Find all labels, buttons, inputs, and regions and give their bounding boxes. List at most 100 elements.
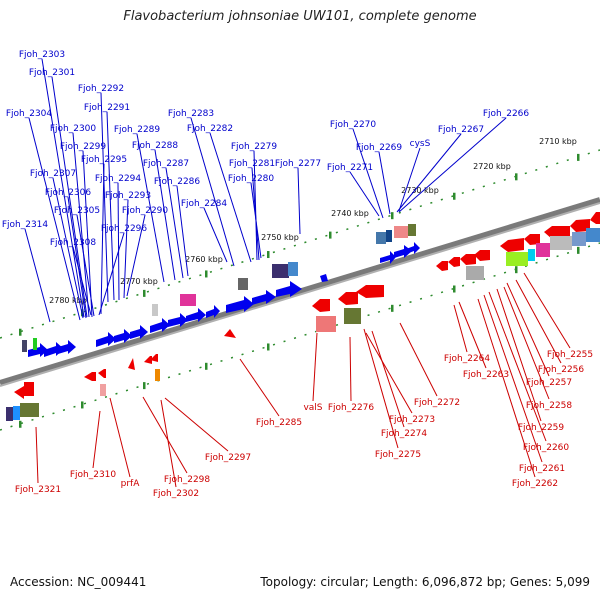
gene-arrow[interactable] bbox=[206, 305, 220, 318]
forward-gene-label[interactable]: Fjoh_2299 bbox=[60, 142, 107, 152]
gene-arrow[interactable] bbox=[570, 219, 590, 232]
gene-arrow[interactable] bbox=[338, 292, 358, 305]
reverse-gene-label[interactable]: Fjoh_2274 bbox=[381, 429, 428, 439]
forward-gene-label[interactable]: Fjoh_2271 bbox=[327, 163, 373, 173]
forward-gene-label[interactable]: Fjoh_2269 bbox=[356, 143, 403, 153]
gene-arrow[interactable] bbox=[436, 261, 448, 271]
gene-arrow[interactable] bbox=[460, 254, 476, 265]
forward-gene-label[interactable]: Fjoh_2266 bbox=[483, 109, 530, 119]
gene-arrow[interactable] bbox=[14, 382, 34, 399]
forward-gene-label[interactable]: Fjoh_2286 bbox=[154, 177, 201, 187]
forward-gene-label[interactable]: Fjoh_2294 bbox=[95, 174, 142, 184]
forward-gene-label[interactable]: Fjoh_2307 bbox=[30, 169, 76, 179]
gene-arrow[interactable] bbox=[150, 318, 170, 333]
forward-gene-label[interactable]: cysS bbox=[410, 139, 431, 149]
reverse-gene-label[interactable]: prfA bbox=[121, 479, 141, 489]
scale-tick bbox=[267, 343, 270, 351]
reverse-gene-label[interactable]: Fjoh_2302 bbox=[153, 489, 199, 499]
gene-arrow[interactable] bbox=[150, 354, 158, 362]
forward-gene-label[interactable]: Fjoh_2287 bbox=[143, 159, 189, 169]
gene-arrow[interactable] bbox=[406, 242, 420, 254]
forward-gene-label[interactable]: Fjoh_2283 bbox=[168, 109, 214, 119]
reverse-gene-label[interactable]: valS bbox=[303, 403, 322, 413]
gene-arrow[interactable] bbox=[28, 343, 48, 357]
gene-arrow[interactable] bbox=[380, 251, 396, 264]
reverse-gene-label[interactable]: Fjoh_2261 bbox=[519, 464, 565, 474]
gene-arrow[interactable] bbox=[226, 296, 254, 313]
forward-gene-label[interactable]: Fjoh_2296 bbox=[101, 224, 148, 234]
forward-gene-label[interactable]: Fjoh_2277 bbox=[275, 159, 321, 169]
forward-gene-label[interactable]: Fjoh_2282 bbox=[187, 124, 233, 134]
forward-gene-label[interactable]: Fjoh_2267 bbox=[438, 125, 484, 135]
reverse-gene-label[interactable]: Fjoh_2257 bbox=[526, 378, 572, 388]
forward-gene-label[interactable]: Fjoh_2301 bbox=[29, 68, 75, 78]
gene-arrow[interactable] bbox=[276, 281, 302, 297]
gene-arrow[interactable] bbox=[84, 372, 96, 381]
reverse-gene-label[interactable]: Fjoh_2297 bbox=[205, 453, 251, 463]
gene-arrow[interactable] bbox=[500, 238, 524, 252]
forward-gene-label[interactable]: Fjoh_2289 bbox=[114, 125, 161, 135]
forward-gene-label[interactable]: Fjoh_2300 bbox=[50, 124, 97, 134]
forward-gene-label[interactable]: Fjoh_2314 bbox=[2, 220, 49, 230]
forward-gene-label[interactable]: Fjoh_2280 bbox=[228, 174, 275, 184]
gene-arrow[interactable] bbox=[356, 285, 384, 298]
forward-gene-label[interactable]: Fjoh_2288 bbox=[132, 141, 179, 151]
reverse-gene-label[interactable]: Fjoh_2276 bbox=[328, 403, 375, 413]
gene-arrow[interactable] bbox=[524, 234, 540, 245]
gene-arrow[interactable] bbox=[474, 250, 490, 261]
gene-arrow[interactable] bbox=[544, 226, 570, 239]
gene-arrow[interactable] bbox=[96, 332, 116, 347]
reverse-gene-label[interactable]: Fjoh_2273 bbox=[389, 415, 435, 425]
gene-arrow[interactable] bbox=[58, 340, 76, 354]
forward-gene-label[interactable]: Fjoh_2306 bbox=[45, 188, 92, 198]
gene-arrow[interactable] bbox=[224, 329, 236, 338]
gene-arrow[interactable] bbox=[98, 369, 106, 378]
reverse-gene-label[interactable]: Fjoh_2259 bbox=[518, 423, 565, 433]
forward-gene-label[interactable]: Fjoh_2291 bbox=[84, 103, 130, 113]
scale-tick bbox=[267, 251, 270, 259]
map-title: Flavobacterium johnsoniae UW101, complet… bbox=[123, 9, 477, 24]
gene-arrow[interactable] bbox=[128, 358, 135, 370]
reverse-gene-label[interactable]: Fjoh_2260 bbox=[523, 443, 570, 453]
feature-block bbox=[376, 232, 386, 244]
reverse-gene-label[interactable]: Fjoh_2310 bbox=[70, 470, 117, 480]
forward-gene-label[interactable]: Fjoh_2303 bbox=[19, 50, 65, 60]
reverse-gene-label[interactable]: Fjoh_2321 bbox=[15, 485, 61, 495]
gene-arrow[interactable] bbox=[320, 274, 328, 282]
reverse-gene-label[interactable]: Fjoh_2262 bbox=[512, 479, 558, 489]
forward-gene-label[interactable]: Fjoh_2284 bbox=[181, 199, 228, 209]
forward-gene-label[interactable]: Fjoh_2279 bbox=[231, 142, 278, 152]
reverse-gene-label[interactable]: Fjoh_2275 bbox=[375, 450, 421, 460]
gene-arrow[interactable] bbox=[394, 245, 412, 258]
reverse-gene-label[interactable]: Fjoh_2258 bbox=[526, 401, 573, 411]
forward-gene-label[interactable]: Fjoh_2305 bbox=[54, 206, 100, 216]
reverse-gene-label[interactable]: Fjoh_2256 bbox=[538, 365, 585, 375]
forward-gene-label[interactable]: Fjoh_2270 bbox=[330, 120, 377, 130]
accession-text: Accession: NC_009441 bbox=[10, 575, 147, 589]
gene-arrow[interactable] bbox=[312, 299, 330, 312]
reverse-gene-label[interactable]: Fjoh_2272 bbox=[414, 398, 460, 408]
forward-gene-label[interactable]: Fjoh_2308 bbox=[50, 238, 97, 248]
forward-gene-label[interactable]: Fjoh_2293 bbox=[105, 191, 151, 201]
gene-arrow[interactable] bbox=[590, 212, 600, 224]
gene-arrow[interactable] bbox=[130, 325, 148, 339]
reverse-leader-line bbox=[349, 336, 352, 402]
gene-arrow[interactable] bbox=[168, 313, 188, 327]
gene-arrow[interactable] bbox=[144, 356, 152, 364]
forward-gene-label[interactable]: Fjoh_2292 bbox=[78, 84, 124, 94]
forward-gene-label[interactable]: Fjoh_2304 bbox=[6, 109, 53, 119]
reverse-gene-label[interactable]: Fjoh_2263 bbox=[463, 370, 509, 380]
reverse-gene-label[interactable]: Fjoh_2298 bbox=[164, 475, 211, 485]
gene-arrow[interactable] bbox=[252, 290, 276, 305]
reverse-gene-label[interactable]: Fjoh_2285 bbox=[256, 418, 302, 428]
gene-arrow[interactable] bbox=[114, 329, 132, 343]
forward-gene-label[interactable]: Fjoh_2295 bbox=[81, 155, 127, 165]
gene-arrow[interactable] bbox=[186, 308, 206, 322]
reverse-leader-line bbox=[488, 291, 547, 442]
forward-gene-label[interactable]: Fjoh_2281 bbox=[229, 159, 275, 169]
reverse-gene-label[interactable]: Fjoh_2255 bbox=[547, 350, 593, 360]
reverse-leader-line bbox=[371, 330, 405, 428]
forward-gene-label[interactable]: Fjoh_2290 bbox=[122, 206, 169, 216]
reverse-gene-label[interactable]: Fjoh_2264 bbox=[444, 354, 491, 364]
gene-arrow[interactable] bbox=[448, 257, 460, 267]
